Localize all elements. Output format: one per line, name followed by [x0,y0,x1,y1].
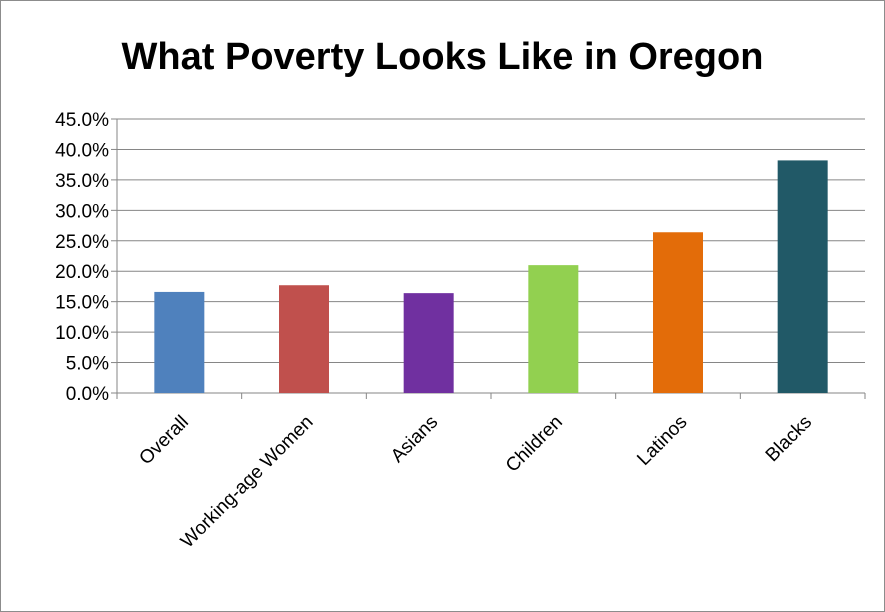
y-tick-label: 40.0% [55,140,109,161]
axes [111,118,866,399]
x-tick-label: Blacks [762,412,816,466]
bar-children [528,265,579,393]
y-tick-label: 45.0% [55,110,109,131]
x-tick-label: Asians [387,412,442,467]
x-tick-label: Children [502,412,567,477]
gridlines [117,118,865,364]
y-tick-label: 20.0% [55,262,109,283]
chart-title: What Poverty Looks Like in Oregon [121,36,764,78]
y-tick-label: 35.0% [55,171,109,192]
x-tick-label: Working-age Women [177,412,318,553]
x-tick-label: Latinos [633,412,691,470]
bar-asians [403,293,454,393]
y-tick-labels: 0.0% 5.0% 10.0% 15.0% 20.0% 25.0% 30.0% 35.0% 40… [55,110,109,405]
bar-blacks [777,160,828,393]
y-tick-label: 5.0% [66,354,109,375]
y-tick-label: 15.0% [55,293,109,314]
bar-latinos [653,232,703,393]
y-tick-label: 0.0% [66,384,109,405]
x-tick-label: Overall [135,412,192,469]
y-tick-label: 30.0% [55,201,109,222]
bar-overall [154,291,205,393]
y-tick-label: 25.0% [55,232,109,253]
bars [154,160,828,393]
y-tick-label: 10.0% [55,323,109,344]
bar-working-age-women [279,285,329,393]
